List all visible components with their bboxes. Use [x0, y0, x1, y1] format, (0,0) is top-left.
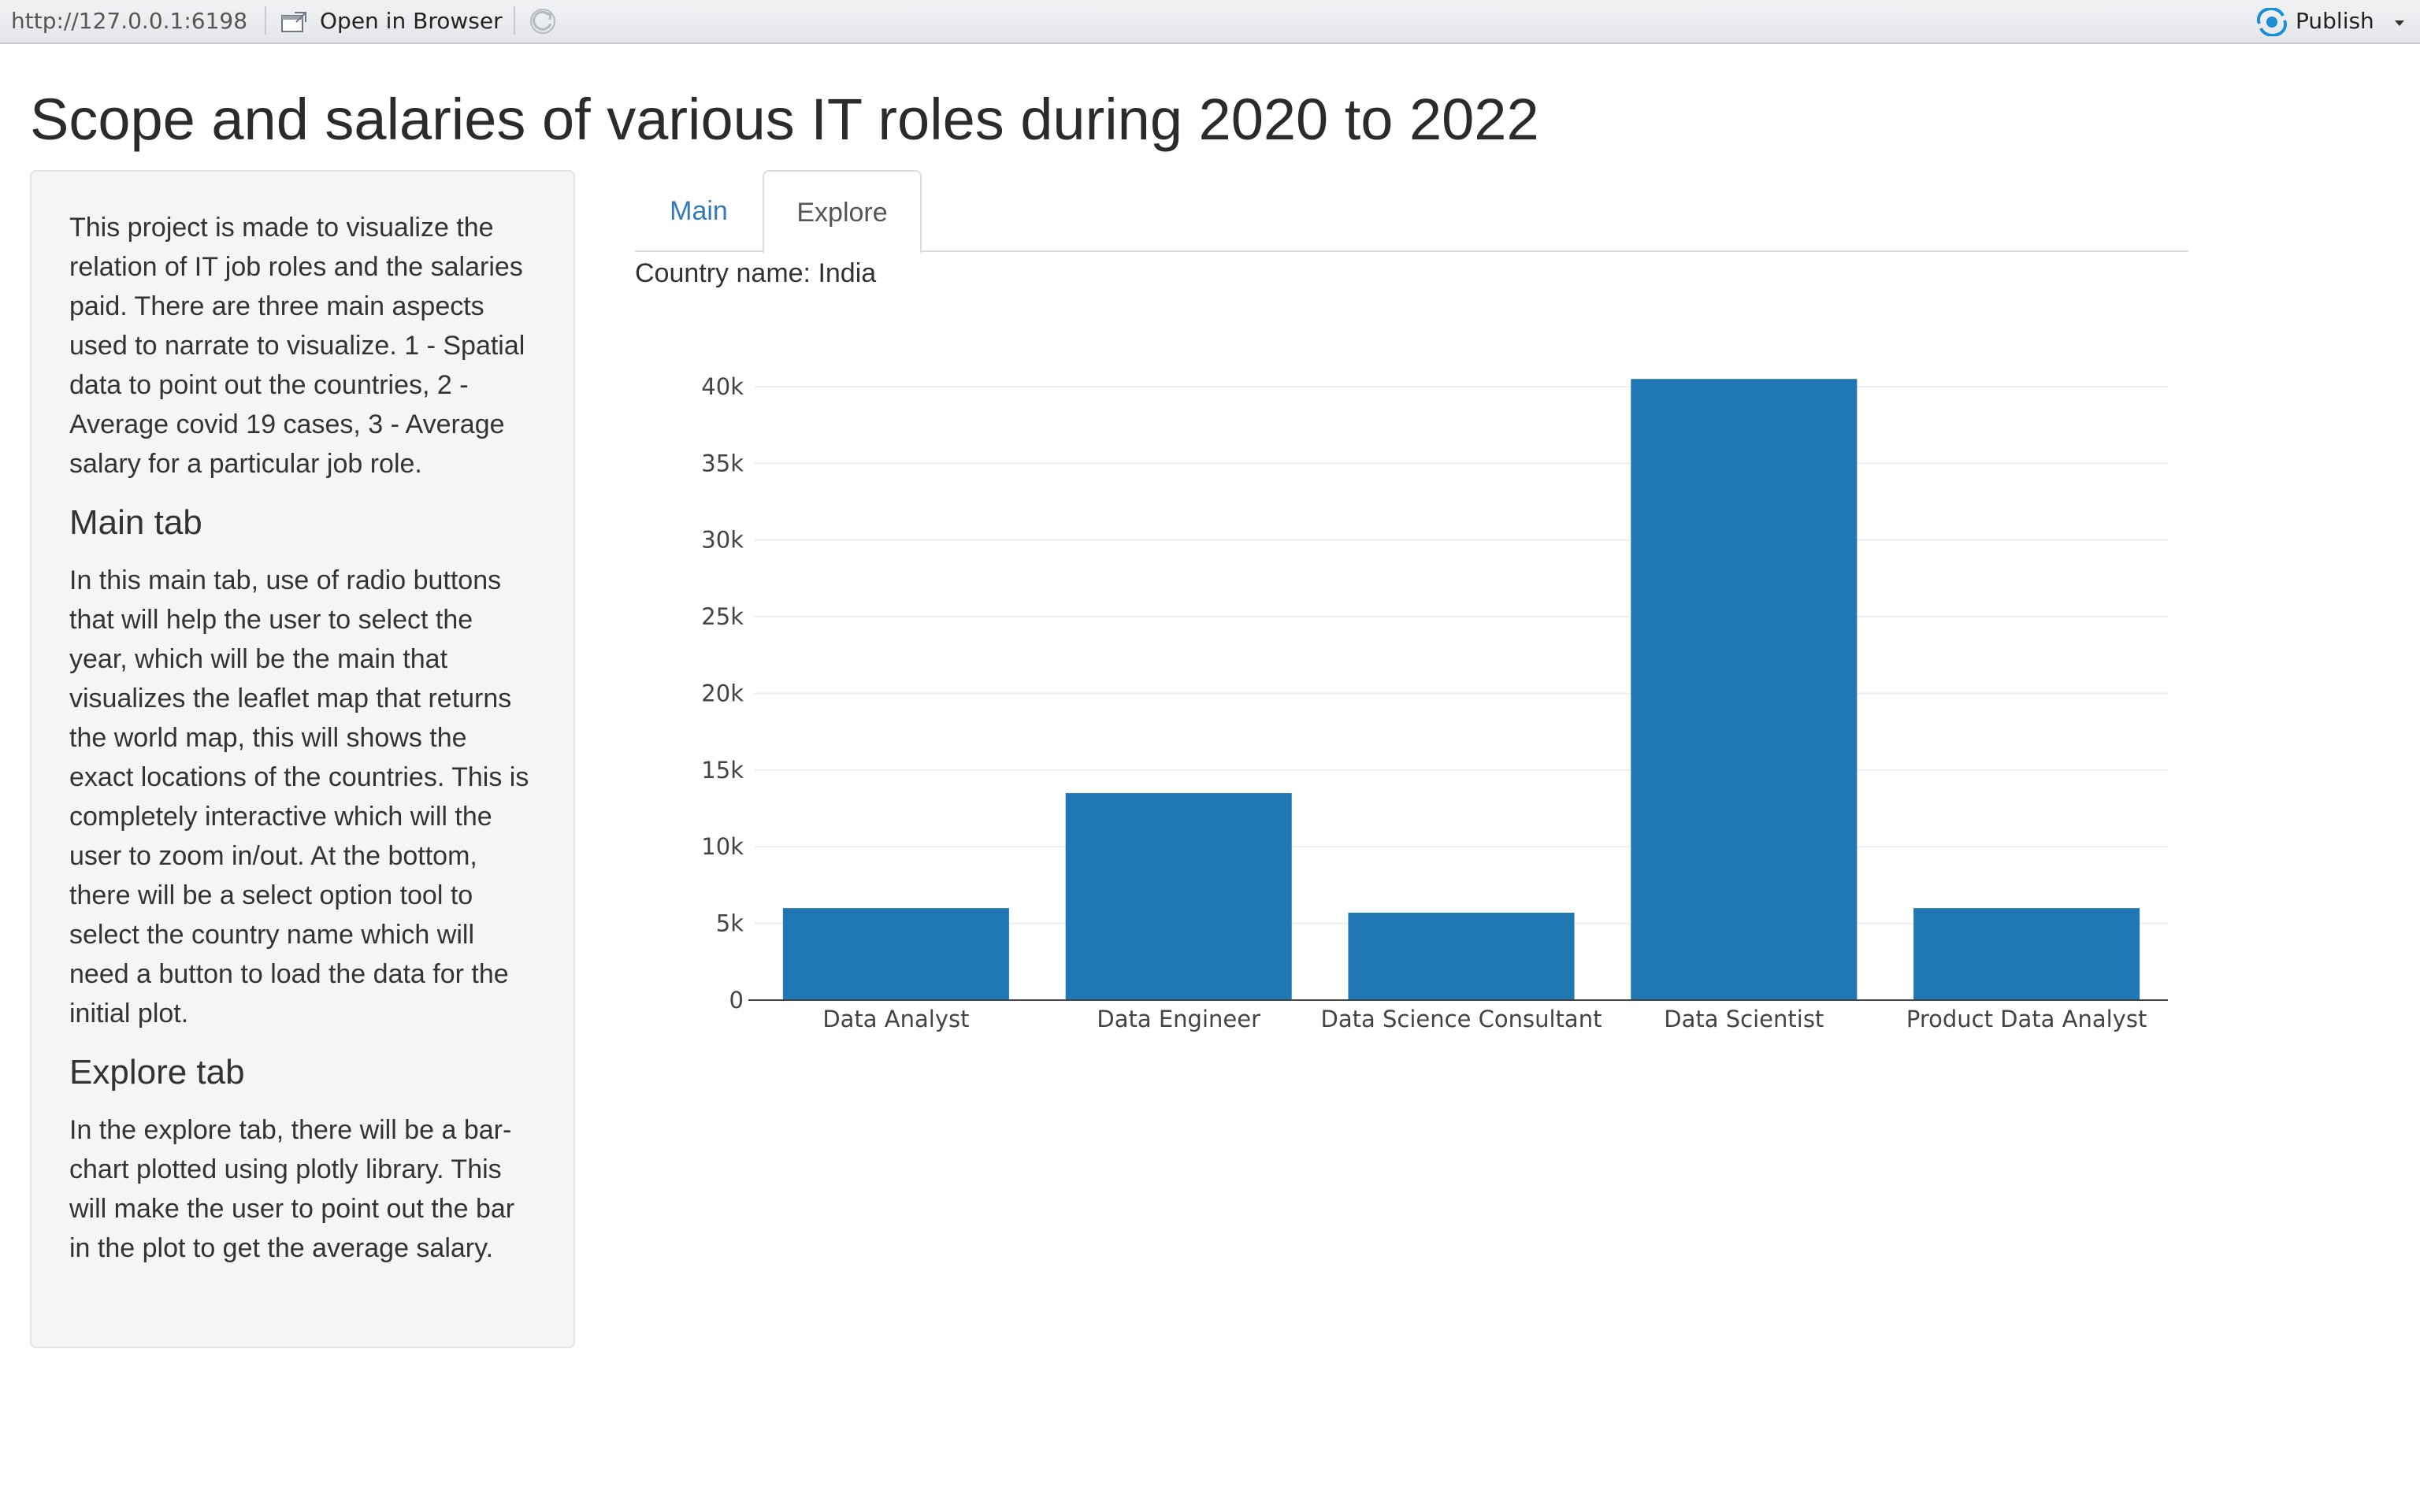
toolbar-divider: [265, 6, 266, 35]
sidebar-intro-text: This project is made to visualize the re…: [69, 213, 525, 479]
bar[interactable]: [782, 908, 1009, 1000]
y-tick-label: 10k: [701, 833, 744, 860]
x-tick-label: Data Analyst: [822, 1006, 969, 1032]
tab-main[interactable]: Main: [670, 196, 728, 226]
toolbar-divider: [514, 6, 515, 35]
viewer-toolbar: http://127.0.0.1:6198 Open in Browser Pu…: [0, 0, 2420, 44]
y-tick-label: 0: [729, 987, 744, 1014]
tab-bar: Main Explore: [635, 170, 2188, 254]
publish-icon[interactable]: [2255, 6, 2289, 38]
bar[interactable]: [1631, 379, 1858, 1000]
x-tick-label: Data Engineer: [1097, 1006, 1260, 1032]
y-tick-label: 20k: [701, 680, 744, 706]
y-tick-label: 40k: [701, 373, 744, 400]
explore-tab-heading: Explore tab: [69, 1053, 245, 1091]
bar[interactable]: [1065, 793, 1292, 1000]
publish-button[interactable]: Publish: [2296, 8, 2374, 34]
y-tick-label: 5k: [716, 910, 744, 937]
refresh-icon[interactable]: [528, 6, 558, 36]
explore-tab-description: In the explore tab, there will be a bar-…: [69, 1115, 515, 1263]
chevron-down-icon[interactable]: [2390, 8, 2409, 36]
x-tick-label: Product Data Analyst: [1906, 1006, 2147, 1032]
page-title: Scope and salaries of various IT roles d…: [30, 87, 1539, 152]
bar[interactable]: [1348, 912, 1575, 1000]
y-tick-label: 15k: [701, 757, 744, 784]
open-in-browser-icon[interactable]: [280, 11, 307, 33]
tab-explore[interactable]: Explore: [763, 170, 922, 254]
main-tab-description: In this main tab, use of radio buttons t…: [69, 565, 529, 1028]
chart-svg: 0 5k 10k 15k 20k 25k 30k 35k 40k Data Analyst Data…: [701, 373, 2168, 1032]
country-name-line: Country name: India: [635, 254, 876, 293]
country-name-label: Country name:: [635, 258, 811, 288]
x-tick-label: Data Scientist: [1664, 1006, 1824, 1032]
y-tick-label: 30k: [701, 527, 744, 554]
country-name-value: India: [818, 258, 877, 288]
x-tick-label: Data Science Consultant: [1321, 1006, 1602, 1032]
y-tick-label: 35k: [701, 450, 744, 476]
open-in-browser-button[interactable]: Open in Browser: [320, 8, 503, 34]
url-text[interactable]: http://127.0.0.1:6198: [11, 8, 248, 34]
y-tick-label: 25k: [701, 603, 744, 630]
main-tab-heading: Main tab: [69, 503, 202, 542]
salary-bar-chart[interactable]: 0 5k 10k 15k 20k 25k 30k 35k 40k Data Analyst Data…: [635, 331, 2184, 1071]
sidebar-panel: This project is made to visualize the re…: [30, 170, 575, 1348]
bar[interactable]: [1913, 908, 2140, 1000]
